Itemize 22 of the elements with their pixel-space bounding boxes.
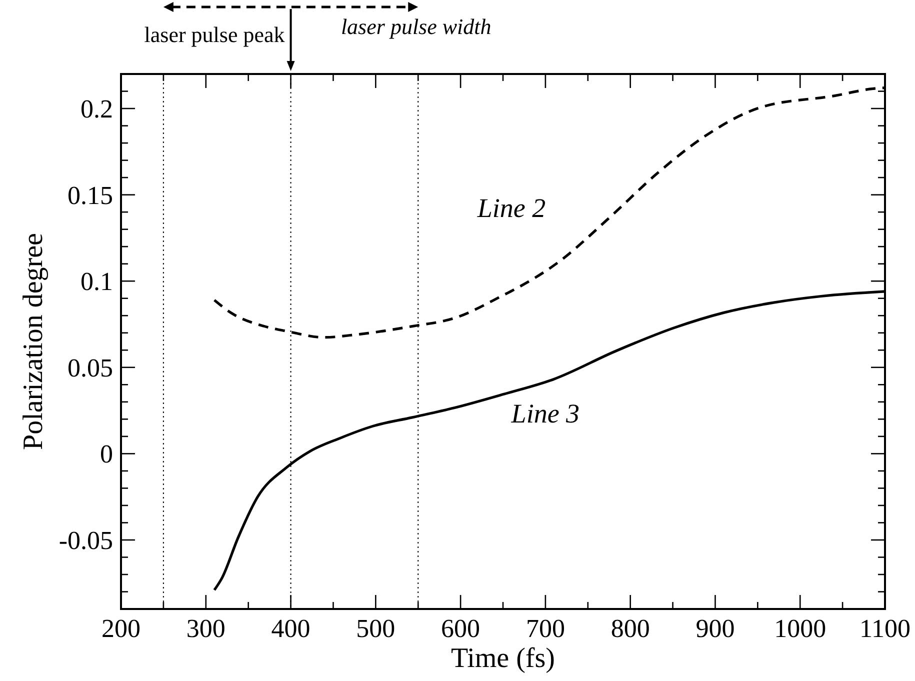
series-label: Line 3 <box>510 398 580 429</box>
x-tick-label: 500 <box>356 614 396 643</box>
x-tick-label: 1000 <box>774 614 826 643</box>
text: laser pulse peak <box>144 22 285 47</box>
x-tick-label: 700 <box>526 614 565 643</box>
y-axis-title: Polarization degree <box>18 233 49 450</box>
y-tick-label: 0.15 <box>68 180 113 210</box>
x-tick-label: 600 <box>441 614 480 643</box>
x-tick-label: 800 <box>610 614 650 643</box>
y-tick-label: 0.05 <box>68 353 113 382</box>
x-axis-title: Time (fs) <box>451 643 555 674</box>
y-tick-label: 0.1 <box>80 267 113 296</box>
y-tick-label: 0 <box>100 440 113 469</box>
x-tick-label: 300 <box>186 614 226 643</box>
x-tick-label: 200 <box>102 614 140 643</box>
x-tick-label: 400 <box>271 614 310 643</box>
x-tick-label: 1100 <box>859 614 911 643</box>
series-label: Line 2 <box>476 193 546 224</box>
y-tick-label: 0.2 <box>80 94 113 124</box>
y-tick-label: -0.05 <box>58 526 113 555</box>
x-tick-label: 900 <box>696 614 735 643</box>
text: laser pulse width <box>340 14 492 39</box>
